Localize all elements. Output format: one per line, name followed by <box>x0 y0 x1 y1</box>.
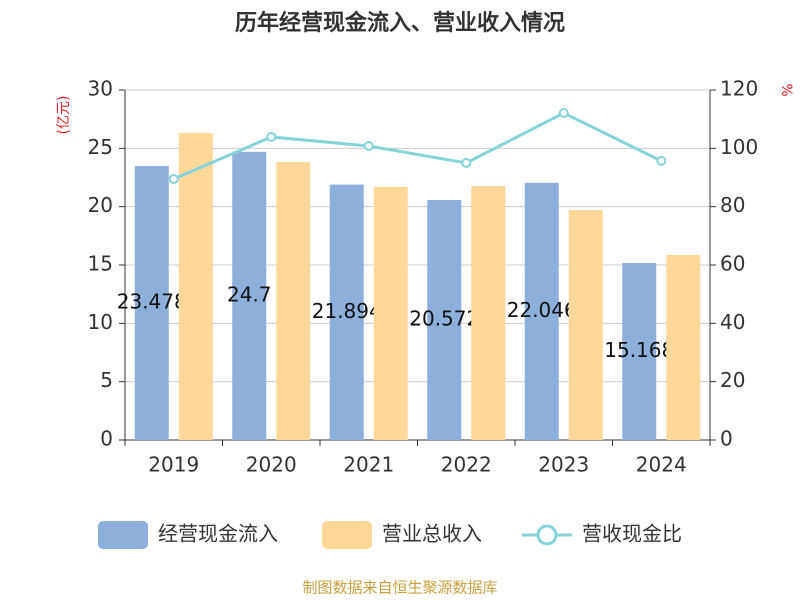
value-label: 22.046 <box>507 298 577 322</box>
bar <box>622 263 657 440</box>
y2-tick-label: 80 <box>720 193 745 217</box>
y-axis-label: (亿元) <box>56 96 72 135</box>
bar <box>568 210 603 440</box>
value-label: 23.478 <box>117 290 187 314</box>
x-tick-label: 2023 <box>538 453 589 477</box>
line-marker <box>461 157 472 168</box>
value-label: 21.894 <box>312 299 382 323</box>
legend-label: 营业总收入 <box>382 522 482 546</box>
line-marker <box>558 108 569 119</box>
value-label: 20.572 <box>409 306 479 330</box>
y-tick-label: 20 <box>88 193 113 217</box>
value-label: 24.7 <box>227 282 272 306</box>
y-tick-label: 5 <box>100 368 113 392</box>
y2-tick-label: 60 <box>720 252 745 276</box>
y2-tick-label: 0 <box>720 427 733 451</box>
legend-swatch <box>536 524 558 546</box>
line-marker <box>168 173 179 184</box>
legend-swatch <box>98 521 148 549</box>
line-marker <box>656 155 667 166</box>
x-tick-label: 2022 <box>441 453 492 477</box>
bar <box>427 199 462 440</box>
y-tick-label: 0 <box>100 427 113 451</box>
bar <box>373 186 408 440</box>
chart-title: 历年经营现金流入、营业收入情况 <box>235 10 565 36</box>
y-tick-label: 10 <box>88 310 113 334</box>
y2-axis-label: % <box>778 83 794 96</box>
line-marker <box>266 131 277 142</box>
y-tick-label: 30 <box>88 77 113 101</box>
y2-tick-label: 40 <box>720 310 745 334</box>
bar <box>276 161 311 440</box>
y-tick-label: 25 <box>88 135 113 159</box>
line-marker <box>363 141 374 151</box>
x-tick-label: 2020 <box>246 453 297 477</box>
x-tick-label: 2024 <box>636 453 687 477</box>
legend-swatch <box>322 521 372 549</box>
y2-tick-label: 120 <box>720 77 758 101</box>
legend-label: 营收现金比 <box>582 522 682 546</box>
line <box>173 111 662 181</box>
legend-label: 经营现金流入 <box>158 522 278 546</box>
bar <box>232 151 267 441</box>
x-tick-label: 2019 <box>148 453 199 477</box>
y-tick-label: 15 <box>88 252 113 276</box>
bar <box>134 166 169 440</box>
y2-tick-label: 20 <box>720 368 745 392</box>
y2-tick-label: 100 <box>720 135 758 159</box>
x-tick-label: 2021 <box>343 453 394 477</box>
bar <box>329 184 364 440</box>
bar <box>524 182 559 440</box>
bar <box>471 186 506 440</box>
bar <box>178 133 213 441</box>
bar <box>666 254 701 440</box>
source-note: 制图数据来自恒生聚源数据库 <box>302 579 497 597</box>
value-label: 15.168 <box>604 338 674 362</box>
